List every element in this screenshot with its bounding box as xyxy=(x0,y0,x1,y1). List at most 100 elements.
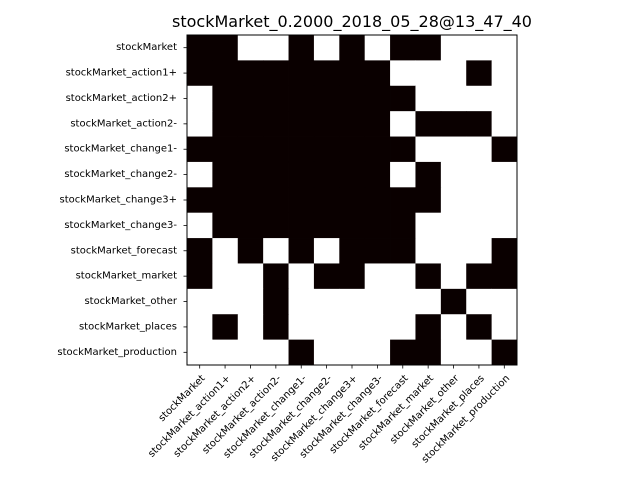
heatmap-cell-r12-c5 xyxy=(313,339,340,366)
heatmap-cell-r10-c8 xyxy=(390,288,416,315)
heatmap-cell-r3-c12 xyxy=(491,111,518,137)
heatmap-cell-r9-c6 xyxy=(339,263,366,290)
heatmap-cell-r12-c0 xyxy=(187,339,213,366)
heatmap-cell-r11-c11 xyxy=(466,314,493,341)
heatmap-cell-r0-c6 xyxy=(339,35,366,61)
heatmap-cell-r6-c11 xyxy=(466,187,493,214)
heatmap-cell-r3-c7 xyxy=(364,111,391,137)
heatmap-cell-r12-c12 xyxy=(491,339,518,366)
heatmap-cell-r8-c5 xyxy=(313,238,340,264)
heatmap-cell-r2-c10 xyxy=(440,85,467,112)
heatmap-cell-r7-c10 xyxy=(440,212,467,239)
heatmap-cell-r3-c2 xyxy=(237,111,264,137)
heatmap-cell-r2-c3 xyxy=(263,85,289,112)
heatmap-cell-r12-c11 xyxy=(466,339,493,366)
heatmap-cell-r1-c4 xyxy=(288,60,315,87)
heatmap-cell-r8-c10 xyxy=(440,238,467,264)
heatmap-cell-r6-c8 xyxy=(390,187,416,214)
heatmap-cell-r8-c0 xyxy=(187,238,213,264)
heatmap-cell-r0-c10 xyxy=(440,35,467,61)
heatmap-cell-r10-c6 xyxy=(339,288,366,315)
heatmap-cell-r9-c10 xyxy=(440,263,467,290)
heatmap-cell-r11-c7 xyxy=(364,314,391,341)
heatmap-cell-r0-c8 xyxy=(390,35,416,61)
heatmap-cell-r5-c4 xyxy=(288,161,315,188)
heatmap-cell-r0-c12 xyxy=(491,35,518,61)
heatmap-cell-r1-c12 xyxy=(491,60,518,87)
heatmap-cell-r2-c2 xyxy=(237,85,264,112)
heatmap-cell-r2-c5 xyxy=(313,85,340,112)
y-tick-label-9: stockMarket_market xyxy=(76,271,177,282)
y-tick-label-12: stockMarket_production xyxy=(57,347,177,358)
y-tick-label-1: stockMarket_action1+ xyxy=(66,68,177,79)
heatmap-cell-r9-c11 xyxy=(466,263,493,290)
heatmap-cell-r3-c4 xyxy=(288,111,315,137)
y-tick-label-5: stockMarket_change2- xyxy=(64,169,177,180)
heatmap-cell-r12-c6 xyxy=(339,339,366,366)
heatmap-cell-r4-c3 xyxy=(263,136,289,163)
heatmap-cells xyxy=(187,35,518,366)
heatmap-cell-r8-c6 xyxy=(339,238,366,264)
heatmap-cell-r12-c3 xyxy=(263,339,289,366)
heatmap-cell-r11-c5 xyxy=(313,314,340,341)
heatmap-cell-r3-c3 xyxy=(263,111,289,137)
heatmap-cell-r3-c8 xyxy=(390,111,416,137)
heatmap-cell-r7-c3 xyxy=(263,212,289,239)
heatmap-cell-r5-c3 xyxy=(263,161,289,188)
heatmap-cell-r9-c1 xyxy=(212,263,239,290)
heatmap-cell-r1-c10 xyxy=(440,60,467,87)
heatmap-cell-r2-c4 xyxy=(288,85,315,112)
heatmap-cell-r2-c0 xyxy=(187,85,213,112)
heatmap-cell-r10-c9 xyxy=(415,288,442,315)
heatmap-cell-r5-c8 xyxy=(390,161,416,188)
heatmap-cell-r10-c5 xyxy=(313,288,340,315)
heatmap-cell-r8-c2 xyxy=(237,238,264,264)
y-tick-label-4: stockMarket_change1- xyxy=(64,144,177,155)
heatmap-cell-r11-c4 xyxy=(288,314,315,341)
heatmap-cell-r6-c3 xyxy=(263,187,289,214)
heatmap-cell-r8-c11 xyxy=(466,238,493,264)
heatmap-cell-r2-c8 xyxy=(390,85,416,112)
heatmap-cell-r4-c1 xyxy=(212,136,239,163)
heatmap-cell-r4-c10 xyxy=(440,136,467,163)
heatmap-cell-r6-c6 xyxy=(339,187,366,214)
heatmap-cell-r11-c3 xyxy=(263,314,289,341)
heatmap-cell-r7-c4 xyxy=(288,212,315,239)
heatmap-cell-r9-c2 xyxy=(237,263,264,290)
heatmap-cell-r7-c7 xyxy=(364,212,391,239)
heatmap-cell-r1-c3 xyxy=(263,60,289,87)
heatmap-cell-r3-c5 xyxy=(313,111,340,137)
heatmap-cell-r9-c7 xyxy=(364,263,391,290)
heatmap-cell-r12-c9 xyxy=(415,339,442,366)
heatmap-cell-r3-c11 xyxy=(466,111,493,137)
heatmap-cell-r0-c3 xyxy=(263,35,289,61)
heatmap-cell-r11-c9 xyxy=(415,314,442,341)
heatmap-cell-r5-c6 xyxy=(339,161,366,188)
heatmap-cell-r12-c2 xyxy=(237,339,264,366)
heatmap-cell-r5-c12 xyxy=(491,161,518,188)
heatmap-cell-r10-c4 xyxy=(288,288,315,315)
y-tick-label-2: stockMarket_action2+ xyxy=(66,93,177,104)
heatmap-cell-r5-c9 xyxy=(415,161,442,188)
heatmap-cell-r2-c1 xyxy=(212,85,239,112)
y-tick-label-6: stockMarket_change3+ xyxy=(60,195,177,206)
heatmap-cell-r5-c7 xyxy=(364,161,391,188)
heatmap-cell-r3-c6 xyxy=(339,111,366,137)
heatmap-cell-r8-c1 xyxy=(212,238,239,264)
heatmap-cell-r4-c8 xyxy=(390,136,416,163)
heatmap-cell-r4-c5 xyxy=(313,136,340,163)
heatmap-cell-r6-c4 xyxy=(288,187,315,214)
heatmap-cell-r10-c7 xyxy=(364,288,391,315)
heatmap-cell-r9-c3 xyxy=(263,263,289,290)
heatmap-cell-r9-c9 xyxy=(415,263,442,290)
heatmap-cell-r9-c4 xyxy=(288,263,315,290)
y-tick-label-10: stockMarket_other xyxy=(84,296,177,307)
y-tick-label-3: stockMarket_action2- xyxy=(70,118,177,129)
heatmap-cell-r10-c12 xyxy=(491,288,518,315)
heatmap-cell-r3-c1 xyxy=(212,111,239,137)
heatmap-cell-r8-c3 xyxy=(263,238,289,264)
heatmap-cell-r0-c4 xyxy=(288,35,315,61)
heatmap-cell-r0-c7 xyxy=(364,35,391,61)
heatmap-cell-r5-c5 xyxy=(313,161,340,188)
